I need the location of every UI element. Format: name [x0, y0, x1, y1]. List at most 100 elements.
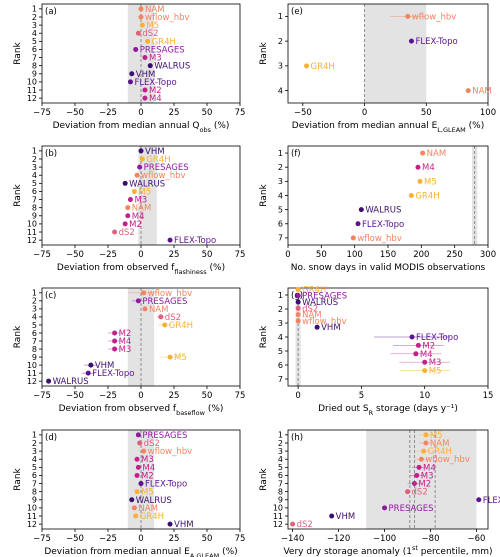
panel-c: −75 −50 −25 0 25 50 75123456789101112RankDevia… — [13, 287, 245, 417]
y-tick-label: 3 — [278, 62, 283, 71]
y-tick-label: 7 — [278, 234, 283, 243]
y-axis-label: Rank — [259, 183, 269, 206]
y-tick-label: 9 — [32, 212, 37, 221]
y-tick-label: 10 — [27, 220, 37, 229]
y-tick-label: 4 — [278, 191, 283, 200]
y-tick-label: 6 — [32, 471, 37, 480]
y-tick-label: 2 — [32, 297, 37, 306]
y-tick-label: 1 — [278, 12, 283, 21]
data-point-zero — [295, 293, 301, 299]
data-point — [167, 237, 173, 243]
data-point — [167, 354, 173, 360]
y-tick-label: 7 — [32, 53, 37, 62]
point-label: wflow_hbv — [148, 289, 193, 299]
point-label: dS2 — [165, 313, 181, 323]
point-label: M2 — [119, 329, 132, 339]
y-tick-label: 1 — [278, 149, 283, 158]
y-tick-label: 11 — [27, 512, 37, 521]
x-tick-label: 250 — [447, 250, 463, 260]
data-point — [88, 362, 94, 368]
x-axis-label: Deviation from observed fbaseflow (%) — [59, 404, 224, 417]
x-axis-label-sub: baseflow — [176, 409, 206, 417]
point-label: GR4H — [428, 447, 452, 457]
data-point — [158, 314, 164, 320]
x-tick-label: 50 — [202, 108, 213, 118]
x-tick-label: −25 — [99, 250, 117, 260]
y-tick-label: 3 — [32, 163, 37, 172]
point-label: FLEX-Topo — [134, 78, 176, 88]
data-point — [355, 221, 361, 227]
data-point-zero — [295, 286, 301, 292]
plot-frame — [287, 145, 489, 246]
x-axis-label-sub: L,GLEAM — [437, 126, 466, 134]
data-point — [134, 172, 140, 178]
data-point — [405, 489, 411, 495]
x-axis-label-sup: st — [412, 544, 418, 552]
x-tick-label: −50 — [66, 108, 84, 118]
x-tick-label: −75 — [33, 250, 51, 260]
point-label: GR4H — [302, 285, 326, 295]
point-label: NAM — [430, 439, 450, 449]
point-label: VHM — [321, 323, 341, 333]
y-tick-label: 12 — [27, 520, 37, 529]
point-label: dS2 — [119, 228, 135, 238]
y-axis-label: Rank — [259, 467, 269, 490]
point-label: GR4H — [146, 155, 170, 165]
point-label: M2 — [422, 341, 435, 351]
x-tick-label: 0 — [285, 250, 290, 260]
data-point — [138, 481, 144, 487]
point-label: wflow_hbv — [148, 447, 193, 457]
x-tick-label: −80 — [422, 534, 440, 544]
x-axis-label: Dried out SR storage (days y⁻¹) — [318, 404, 458, 417]
point-label: M3 — [134, 196, 147, 206]
point-label: M2 — [129, 220, 142, 230]
point-label: WALRUS — [154, 62, 190, 72]
x-tick-label: −140 — [281, 534, 304, 544]
data-point — [134, 456, 140, 462]
point-label: dS2 — [144, 439, 160, 449]
data-point — [127, 79, 133, 85]
x-tick-label: 50 — [202, 250, 213, 260]
data-point — [408, 38, 414, 44]
y-tick-label: 3 — [278, 319, 283, 328]
y-tick-label: 12 — [27, 94, 37, 103]
x-tick-label: −120 — [327, 534, 350, 544]
data-point — [416, 464, 422, 470]
x-tick-label: −25 — [99, 108, 117, 118]
reference-band — [295, 288, 301, 386]
panel-letter: (d) — [45, 433, 57, 443]
plot-frame — [287, 429, 489, 530]
data-point — [112, 229, 118, 235]
point-label: M2 — [418, 480, 431, 490]
y-tick-label: 4 — [32, 455, 37, 464]
data-point — [423, 440, 429, 446]
y-tick-label: 10 — [27, 361, 37, 370]
y-tick-label: 6 — [278, 361, 283, 370]
point-label: WALRUS — [302, 298, 338, 308]
y-tick-label: 4 — [32, 29, 37, 38]
data-point — [133, 46, 139, 52]
point-label: NAM — [138, 504, 158, 514]
y-tick-label: 9 — [32, 70, 37, 79]
x-axis-label: Deviation from observed fflashiness (%) — [57, 263, 225, 276]
x-tick-label: 0 — [295, 391, 300, 401]
x-axis-label: Deviation from median annual EL,GLEAM (%… — [292, 121, 484, 134]
point-label: PRESAGES — [389, 504, 434, 514]
point-label: WALRUS — [129, 179, 165, 189]
x-axis-label: Deviation from median annual EA,GLEAM (%… — [44, 547, 237, 557]
point-label: VHM — [174, 520, 194, 530]
y-tick-label: 8 — [32, 487, 37, 496]
data-point — [138, 6, 144, 12]
x-tick-label: −100 — [373, 534, 396, 544]
point-label: NAM — [427, 149, 447, 159]
data-point — [422, 368, 428, 374]
data-point — [304, 63, 310, 69]
x-tick-label: 75 — [235, 534, 246, 544]
y-tick-label: 8 — [278, 487, 283, 496]
point-label: WALRUS — [53, 377, 89, 387]
y-tick-label: 4 — [32, 313, 37, 322]
y-axis-label: Rank — [13, 325, 23, 348]
reference-band — [366, 430, 477, 529]
point-label: PRESAGES — [140, 45, 185, 55]
point-label: FLEX-Topo — [145, 480, 187, 490]
